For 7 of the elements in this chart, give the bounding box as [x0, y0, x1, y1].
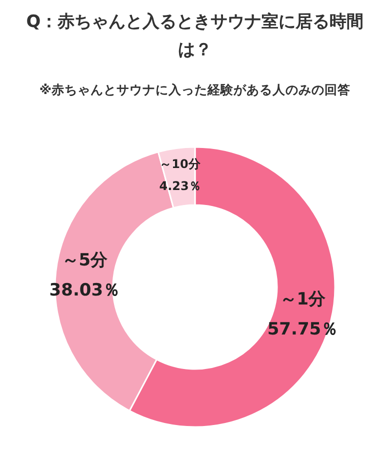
data-label: 4.23％ — [159, 179, 201, 194]
slice-label: ～1分 — [280, 290, 327, 310]
data-label: 38.03％ — [49, 280, 120, 301]
slice-label: ～5分 — [62, 250, 109, 271]
chart-subtitle: ※赤ちゃんとサウナに入った経験がある人のみの回答 — [38, 82, 352, 99]
slice-label: ～10分 — [160, 157, 202, 172]
chart-title: Q：赤ちゃんと入るときサウナ室に居る時間は？ — [25, 11, 365, 62]
